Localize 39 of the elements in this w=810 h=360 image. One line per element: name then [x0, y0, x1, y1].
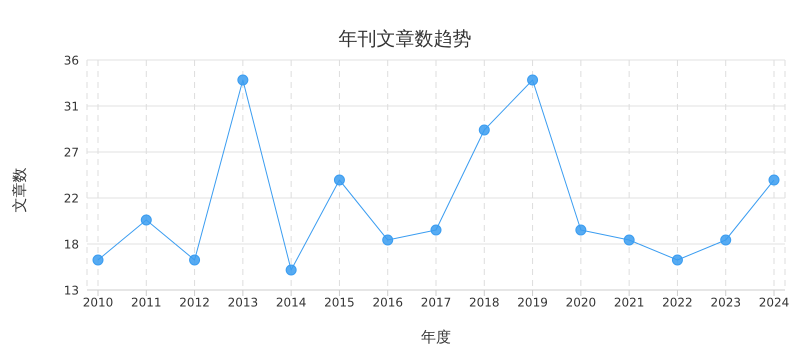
point: [237, 74, 248, 86]
point: [430, 224, 442, 236]
y-axis-title: 文章数: [10, 168, 30, 212]
y-tick-label: 27: [64, 145, 79, 160]
y-tick-label: 36: [64, 53, 79, 68]
point: [140, 214, 152, 226]
point: [575, 224, 586, 236]
chart-title: 年刊文章数趋势: [338, 27, 472, 52]
x-tick-label: 2011: [131, 296, 162, 310]
x-tick-label: 2014: [276, 296, 306, 310]
point: [92, 254, 104, 266]
y-tick-label: 22: [64, 191, 79, 206]
point: [334, 174, 345, 186]
point: [527, 74, 538, 86]
point: [720, 234, 732, 246]
x-tick-label: 2018: [469, 296, 500, 310]
x-tick-label: 2016: [372, 296, 403, 310]
x-tick-label: 2010: [82, 296, 114, 310]
point: [672, 254, 683, 266]
point: [189, 254, 200, 266]
point: [382, 234, 394, 246]
x-tick-label: 2019: [517, 296, 548, 310]
point: [624, 234, 635, 246]
point: [768, 174, 780, 186]
x-tick-label: 2023: [710, 296, 741, 310]
y-tick-label: 13: [64, 283, 79, 298]
x-tick-label: 2024: [758, 296, 790, 310]
x-tick-label: 2022: [662, 296, 693, 310]
point: [286, 264, 297, 276]
x-tick-label: 2020: [566, 296, 596, 310]
y-tick-label: 18: [64, 237, 79, 252]
x-tick-label: 2012: [179, 296, 210, 310]
x-tick-label: 2013: [228, 296, 258, 310]
point: [478, 124, 490, 136]
y-tick-label: 31: [64, 99, 79, 114]
x-tick-label: 2015: [324, 296, 355, 310]
x-tick-label: 2017: [420, 296, 452, 310]
x-tick-label: 2021: [614, 296, 644, 310]
x-axis-title: 年度: [420, 328, 452, 347]
